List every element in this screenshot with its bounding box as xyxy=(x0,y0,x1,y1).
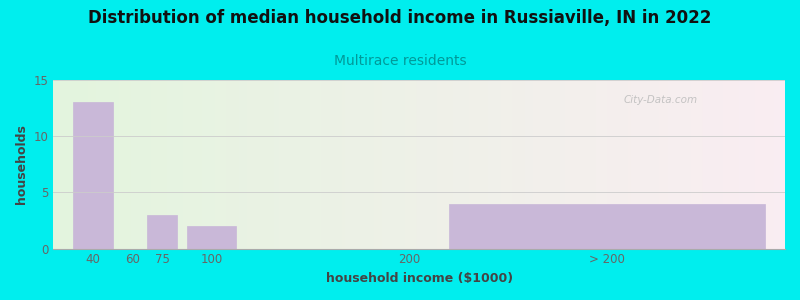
Bar xyxy=(73,103,113,249)
Text: Multirace residents: Multirace residents xyxy=(334,54,466,68)
Text: City-Data.com: City-Data.com xyxy=(624,95,698,105)
Bar xyxy=(147,215,177,249)
Bar xyxy=(449,204,766,249)
X-axis label: household income ($1000): household income ($1000) xyxy=(326,272,513,285)
Y-axis label: households: households xyxy=(15,124,28,204)
Bar xyxy=(186,226,236,249)
Text: Distribution of median household income in Russiaville, IN in 2022: Distribution of median household income … xyxy=(88,9,712,27)
